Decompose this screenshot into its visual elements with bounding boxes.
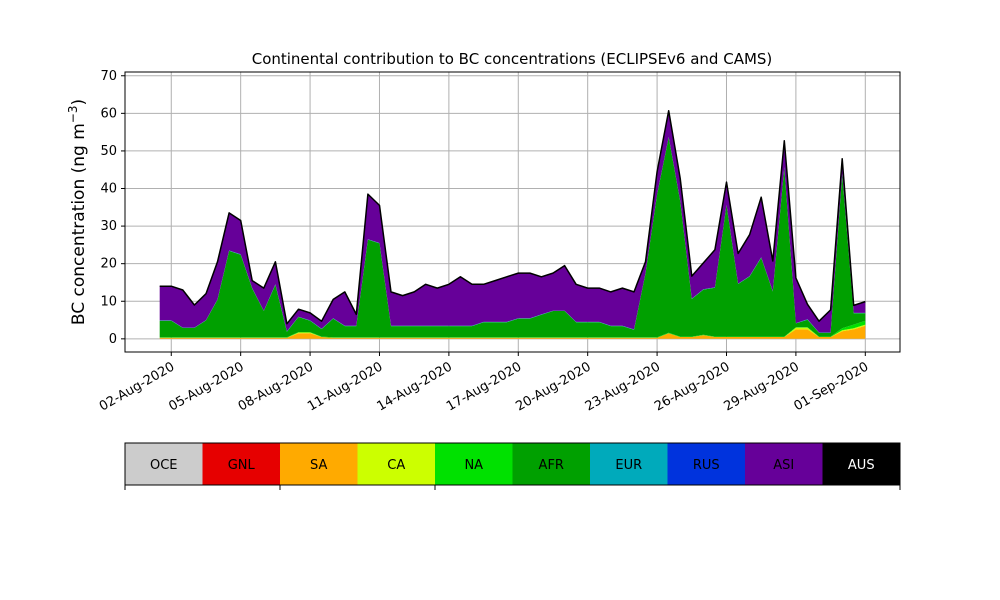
x-tick-label: 08-Aug-2020 [236,359,316,414]
y-tick-label: 60 [100,106,117,121]
chart-title: Continental contribution to BC concentra… [252,50,773,68]
y-tick-label: 30 [100,219,117,234]
legend-frame [124,442,901,486]
total-line [159,109,866,325]
x-tick-label: 02-Aug-2020 [97,359,177,414]
x-tick-label: 14-Aug-2020 [375,359,455,414]
x-tick-label: 26-Aug-2020 [652,359,732,414]
y-tick-label: 40 [100,182,117,197]
legend-label-gnl: GNL [228,458,256,473]
legend-label-ca: CA [387,458,405,473]
x-tick-label: 23-Aug-2020 [583,359,663,414]
x-tick-label: 01-Sep-2020 [791,359,871,414]
area-asi [159,110,866,333]
legend-swatch-oce [125,443,203,485]
x-tick-label: 05-Aug-2020 [166,359,246,414]
y-tick-label: 0 [109,332,117,347]
y-tick-label: 70 [100,69,117,84]
legend-swatch-gnl [202,443,280,485]
y-tick-label: 20 [100,257,117,272]
legend-swatch-aus [822,443,900,485]
area-sa [159,325,866,339]
legend-swatch-na [435,443,513,485]
y-tick-label: 10 [100,294,117,309]
legend-swatch-rus [667,443,745,485]
y-tick-label: 50 [100,144,117,159]
legend-swatch-sa [280,443,358,485]
legend-label-aus: AUS [848,458,875,473]
area-afr [159,137,866,338]
stacked-areas [159,110,866,339]
x-tick-label: 11-Aug-2020 [305,359,385,414]
legend-label-afr: AFR [539,458,564,473]
legend-label-rus: RUS [693,458,720,473]
legend-swatch-afr [512,443,590,485]
y-axis-label-exponent: −3 [66,105,80,123]
legend: OCE GNL SA CA NA AFR EUR RUS ASI AUS [124,442,901,490]
legend-label-oce: OCE [150,458,178,473]
total-line [159,109,866,325]
legend-label-eur: EUR [615,458,642,473]
legend-label-sa: SA [310,458,327,473]
y-axis-label-close: ) [69,99,89,106]
legend-label-na: NA [464,458,483,473]
x-axis: 02-Aug-202005-Aug-202008-Aug-202011-Aug-… [97,352,871,415]
y-axis: 0 10 20 30 40 50 60 70 [100,69,125,347]
x-tick-label: 20-Aug-2020 [513,359,593,414]
x-tick-label: 29-Aug-2020 [722,359,802,414]
legend-label-asi: ASI [773,458,794,473]
legend-swatch-ca [357,443,435,485]
legend-swatch-asi [745,443,823,485]
y-axis-label-text: BC concentration (ng m [69,123,89,325]
plot-frame [124,71,901,353]
x-tick-label: 17-Aug-2020 [444,359,524,414]
y-axis-label: BC concentration (ng m−3) [66,99,89,325]
legend-swatch-eur [590,443,668,485]
